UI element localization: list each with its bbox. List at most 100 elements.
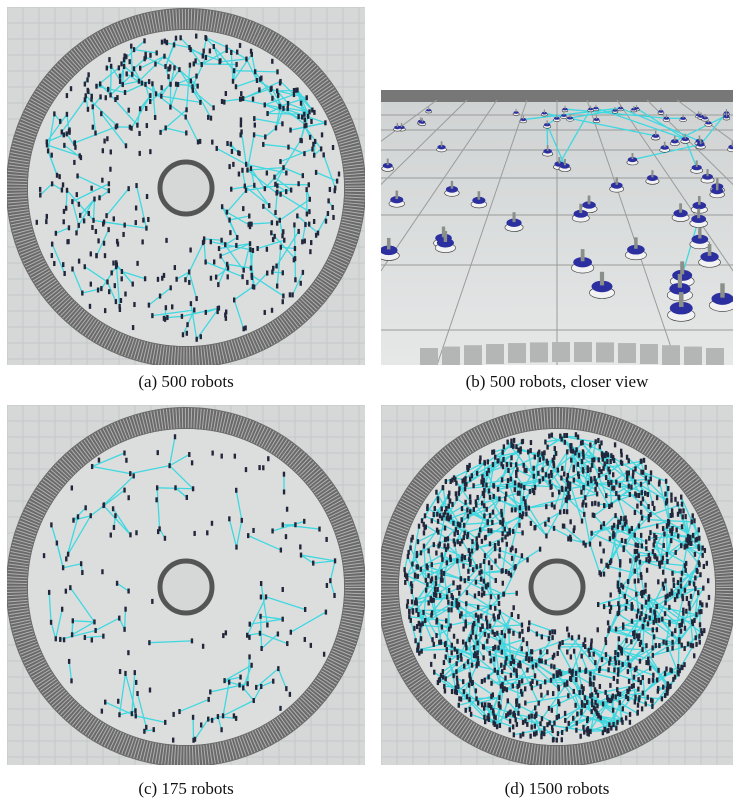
- robot: [622, 584, 624, 589]
- robot: [329, 187, 331, 192]
- robot: [581, 684, 583, 689]
- robot: [423, 544, 425, 549]
- robot: [408, 609, 410, 614]
- robot: [634, 569, 636, 574]
- robot: [466, 694, 468, 699]
- robot: [440, 569, 442, 574]
- robot: [465, 482, 467, 487]
- robot: [493, 714, 495, 719]
- robot: [228, 164, 230, 169]
- robot: [188, 452, 190, 457]
- robot: [68, 225, 70, 230]
- robot: [584, 495, 586, 500]
- robot: [185, 107, 187, 112]
- robot: [567, 484, 569, 489]
- robot: [574, 703, 576, 708]
- robot: [248, 214, 250, 219]
- robot: [507, 478, 509, 483]
- robot: [110, 64, 112, 69]
- robot: [600, 525, 602, 530]
- robot: [530, 521, 532, 526]
- robot: [253, 132, 255, 137]
- robot: [502, 518, 504, 523]
- figure-images: [0, 0, 733, 808]
- robot: [272, 679, 274, 684]
- robot: [605, 563, 607, 568]
- robot: [271, 528, 273, 533]
- robot: [642, 675, 644, 680]
- robot: [435, 576, 437, 581]
- robot: [258, 465, 260, 470]
- robot: [697, 590, 699, 595]
- robot: [486, 639, 488, 644]
- robot: [131, 72, 133, 77]
- robot: [693, 518, 695, 523]
- robot: [205, 310, 207, 315]
- robot: [78, 202, 80, 207]
- robot: [539, 684, 541, 689]
- robot: [199, 100, 201, 105]
- robot: [647, 621, 649, 626]
- robot: [474, 593, 476, 598]
- robot: [478, 591, 480, 596]
- robot: [672, 677, 674, 682]
- robot: [624, 539, 626, 544]
- robot: [635, 666, 637, 671]
- robot: [467, 514, 469, 519]
- robot: [132, 282, 134, 287]
- robot: [78, 223, 80, 228]
- robot: [105, 95, 107, 100]
- robot: [549, 630, 551, 635]
- robot: [251, 275, 253, 280]
- robot: [600, 559, 602, 564]
- robot: [135, 183, 137, 188]
- robot: [583, 512, 585, 517]
- robot: [436, 512, 438, 517]
- robot: [118, 616, 120, 621]
- robot: [444, 642, 446, 647]
- robot-mast: [444, 231, 447, 242]
- robot: [424, 513, 426, 518]
- inner-pillar: [160, 162, 212, 214]
- robot: [524, 468, 526, 473]
- robot: [135, 713, 137, 718]
- robot: [635, 556, 637, 561]
- link: [272, 272, 282, 273]
- robot: [282, 106, 284, 111]
- robot: [483, 513, 485, 518]
- robot: [572, 449, 574, 454]
- robot: [74, 140, 76, 145]
- robot: [81, 570, 83, 575]
- robot: [48, 590, 50, 595]
- robot: [304, 637, 306, 642]
- robot: [504, 535, 506, 540]
- robot-mast: [395, 191, 398, 199]
- robot: [559, 510, 561, 515]
- robot: [79, 213, 81, 218]
- robot: [507, 468, 509, 473]
- robot-mast: [683, 114, 684, 118]
- robot: [684, 568, 686, 573]
- robot: [300, 553, 302, 558]
- robot: [590, 645, 592, 650]
- robot-mast: [569, 114, 570, 118]
- robot: [551, 708, 553, 713]
- robot-mast: [513, 212, 516, 222]
- robot: [222, 633, 224, 638]
- robot: [442, 675, 444, 680]
- robot: [483, 715, 485, 720]
- robot: [235, 84, 237, 89]
- robot: [294, 277, 296, 282]
- robot: [451, 689, 453, 694]
- robot: [102, 148, 104, 153]
- robot: [233, 297, 235, 302]
- robot: [529, 448, 531, 453]
- robot: [598, 467, 600, 472]
- robot: [469, 494, 471, 499]
- robot: [471, 663, 473, 668]
- robot: [282, 299, 284, 304]
- robot: [652, 549, 654, 554]
- robot: [600, 440, 602, 445]
- robot: [299, 544, 301, 549]
- robot: [151, 81, 153, 86]
